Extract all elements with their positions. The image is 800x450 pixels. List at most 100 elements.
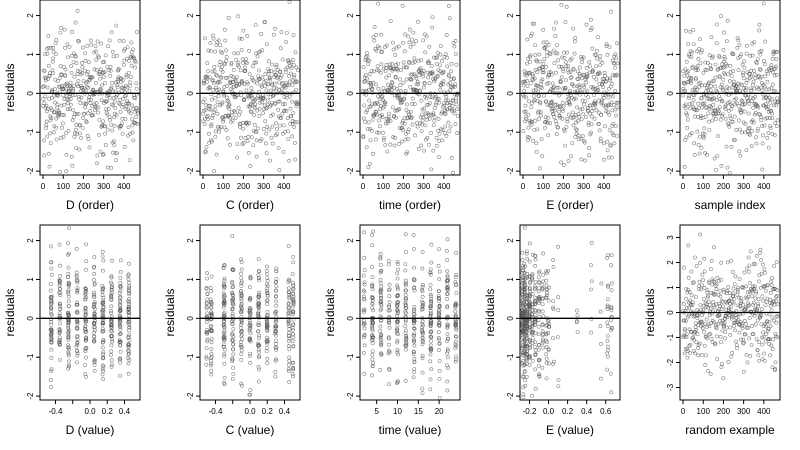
data-point bbox=[544, 278, 549, 283]
data-point bbox=[766, 327, 771, 331]
y-tick-label: 2 bbox=[346, 238, 355, 243]
data-point bbox=[412, 343, 417, 348]
data-point bbox=[533, 257, 538, 262]
x-axis-label: D (value) bbox=[66, 423, 115, 437]
data-point bbox=[403, 343, 408, 348]
data-point bbox=[401, 64, 406, 69]
data-point bbox=[590, 109, 595, 114]
data-point bbox=[754, 254, 759, 258]
data-point bbox=[551, 299, 556, 304]
data-point bbox=[291, 335, 296, 340]
data-point bbox=[445, 237, 450, 242]
data-point bbox=[217, 80, 222, 85]
data-point bbox=[454, 291, 459, 295]
data-point bbox=[546, 331, 551, 335]
data-point bbox=[605, 339, 610, 343]
data-point bbox=[83, 297, 88, 302]
data-point bbox=[126, 125, 131, 130]
data-point bbox=[48, 141, 53, 146]
data-point bbox=[740, 326, 745, 331]
data-point bbox=[86, 85, 91, 90]
data-point bbox=[286, 129, 290, 134]
data-point bbox=[758, 250, 762, 255]
data-point bbox=[59, 25, 63, 30]
data-point bbox=[44, 119, 49, 124]
data-point bbox=[387, 282, 392, 287]
data-point bbox=[66, 343, 70, 348]
y-axis-label: residuals bbox=[483, 288, 497, 336]
data-point bbox=[428, 334, 433, 339]
data-point bbox=[72, 134, 77, 139]
data-point bbox=[135, 108, 140, 113]
data-point bbox=[118, 275, 123, 280]
data-point bbox=[521, 295, 525, 299]
data-point bbox=[403, 262, 408, 266]
data-point bbox=[444, 94, 449, 99]
data-point bbox=[372, 38, 377, 43]
data-point bbox=[251, 98, 256, 103]
y-axis-label: residuals bbox=[3, 288, 17, 336]
data-point bbox=[607, 44, 612, 49]
data-point bbox=[551, 265, 556, 270]
data-point bbox=[430, 15, 435, 20]
data-point bbox=[744, 51, 749, 56]
data-point bbox=[565, 116, 570, 121]
data-point bbox=[706, 369, 710, 373]
data-point bbox=[108, 68, 113, 73]
data-point bbox=[290, 272, 295, 277]
data-point bbox=[706, 80, 711, 85]
data-point bbox=[369, 69, 374, 73]
data-point bbox=[412, 278, 416, 283]
data-point bbox=[747, 336, 752, 341]
data-point bbox=[376, 1, 381, 6]
data-point bbox=[127, 300, 132, 305]
data-point bbox=[709, 105, 713, 110]
data-point bbox=[290, 298, 295, 302]
data-point bbox=[528, 300, 532, 305]
data-point bbox=[453, 359, 458, 364]
data-point bbox=[229, 74, 234, 79]
data-point bbox=[762, 351, 766, 356]
data-point bbox=[220, 70, 225, 74]
data-point bbox=[434, 135, 439, 140]
data-point bbox=[255, 81, 260, 86]
data-point bbox=[407, 27, 412, 32]
data-point bbox=[378, 289, 383, 294]
x-tick-label: 0 bbox=[681, 407, 686, 416]
data-point bbox=[118, 331, 123, 336]
data-point bbox=[130, 103, 134, 108]
data-point bbox=[224, 84, 229, 89]
data-point bbox=[708, 63, 713, 68]
data-point bbox=[527, 343, 532, 348]
data-point bbox=[239, 344, 244, 349]
data-point bbox=[733, 328, 737, 333]
data-point bbox=[429, 167, 434, 172]
data-point bbox=[48, 327, 53, 332]
x-axis: -0.4 0.0 0.2 0.4 bbox=[209, 400, 291, 416]
data-point bbox=[83, 102, 88, 107]
data-point bbox=[528, 60, 533, 64]
data-point bbox=[714, 322, 718, 327]
data-point bbox=[612, 73, 617, 78]
data-point bbox=[245, 139, 250, 144]
data-point bbox=[100, 254, 105, 259]
data-point bbox=[118, 97, 122, 102]
data-point bbox=[273, 280, 278, 285]
data-point bbox=[204, 304, 209, 309]
data-point bbox=[537, 374, 542, 379]
data-point bbox=[699, 50, 703, 55]
data-point bbox=[243, 56, 248, 61]
data-point bbox=[90, 75, 95, 80]
data-point bbox=[429, 367, 434, 372]
data-point bbox=[222, 125, 227, 130]
data-point bbox=[264, 272, 269, 277]
data-point bbox=[66, 310, 70, 315]
data-point bbox=[239, 276, 244, 281]
data-point bbox=[386, 351, 391, 356]
data-point bbox=[443, 124, 448, 129]
data-point bbox=[107, 38, 112, 43]
x-tick-label: 200 bbox=[717, 407, 731, 416]
data-point bbox=[370, 326, 375, 331]
data-point bbox=[759, 313, 764, 318]
data-point bbox=[764, 104, 768, 109]
